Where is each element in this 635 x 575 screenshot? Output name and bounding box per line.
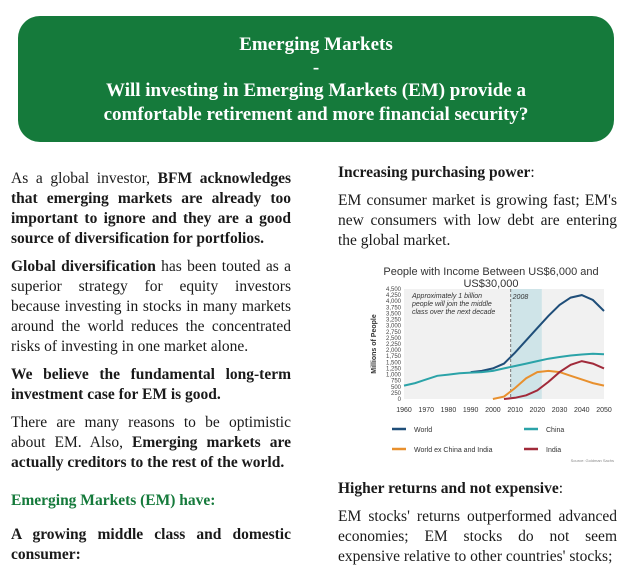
- income-chart: People with Income Between US$6,000 and …: [364, 262, 618, 466]
- legend-label: World ex China and India: [414, 447, 493, 454]
- higher-returns-bold: Higher returns and not expensive: [338, 480, 559, 497]
- y-tick-label: 3,500: [386, 311, 402, 317]
- optimism-text: There are many reasons to be optimistic …: [11, 414, 291, 451]
- y-tick-label: 3,250: [386, 318, 402, 324]
- y-axis-label: Millions of People: [371, 314, 378, 374]
- y-tick-label: 4,250: [386, 293, 402, 299]
- belief-bold-text: We believe the fundamental long-term inv…: [11, 366, 291, 403]
- series-line-india: [503, 360, 605, 400]
- intro-bold-text: BFM acknowledges that emerging markets a…: [11, 170, 292, 247]
- x-tick-label: 1990: [463, 407, 479, 414]
- banner-question-line2: comfortable retirement and more financia…: [103, 104, 529, 125]
- intro-paragraph: As a global investor, BFM acknowledges t…: [11, 169, 291, 249]
- higher-returns-heading: Higher returns and not expensive:: [338, 479, 617, 499]
- y-tick-label: 0: [398, 397, 402, 403]
- marker-label: 2008: [512, 294, 529, 301]
- annotation-line: people will join the middle: [411, 301, 492, 308]
- y-tick-label: 4,500: [386, 287, 402, 293]
- legend-label: World: [414, 427, 432, 434]
- chart-source: Source: Goldman Sachs: [571, 458, 614, 463]
- x-tick-label: 1980: [441, 407, 457, 414]
- x-tick-label: 2020: [530, 407, 546, 414]
- x-tick-label: 1960: [396, 407, 412, 414]
- purchasing-power-bold: Increasing purchasing power: [338, 164, 531, 181]
- y-tick-label: 2,000: [386, 348, 402, 354]
- purchasing-power-heading: Increasing purchasing power:: [338, 163, 617, 183]
- middle-class-item: A growing middle class and domestic cons…: [11, 525, 291, 565]
- series-line-world: [470, 294, 605, 374]
- y-tick-label: 2,250: [386, 342, 402, 348]
- legend-label: India: [546, 447, 561, 454]
- right-column: Increasing purchasing power: EM consumer…: [338, 163, 617, 259]
- x-tick-label: 2040: [574, 407, 590, 414]
- y-tick-label: 3,750: [386, 305, 402, 311]
- purchasing-power-paragraph: EM consumer market is growing fast; EM's…: [338, 192, 617, 249]
- chart-title: People with Income Between US$6,000 and …: [383, 266, 599, 290]
- x-tick-label: 2030: [552, 407, 568, 414]
- banner-dash: -: [312, 57, 320, 78]
- optimism-paragraph: There are many reasons to be optimistic …: [11, 413, 291, 473]
- x-tick-label: 1970: [418, 407, 434, 414]
- em-have-heading: Emerging Markets (EM) have:: [11, 492, 216, 509]
- higher-returns-paragraph: EM stocks' returns outperformed advanced…: [338, 508, 617, 565]
- x-tick-label: 2050: [596, 407, 612, 414]
- y-tick-label: 2,750: [386, 330, 402, 336]
- higher-returns-colon: :: [558, 480, 564, 497]
- y-tick-label: 1,000: [386, 373, 402, 379]
- right-column-lower: Higher returns and not expensive: EM sto…: [338, 479, 617, 575]
- series-line-world-ex-china-and-india: [492, 369, 605, 400]
- y-tick-label: 2,500: [386, 336, 402, 342]
- x-tick-label: 2000: [485, 407, 501, 414]
- y-tick-label: 250: [391, 391, 402, 397]
- middle-class-bold-text: A growing middle class and domestic cons…: [11, 526, 291, 563]
- left-column: As a global investor, BFM acknowledges t…: [11, 169, 291, 573]
- y-tick-label: 1,500: [386, 360, 402, 366]
- optimism-bold-text: Emerging markets are actually creditors …: [11, 434, 291, 471]
- diversification-text: has been touted as a superior strategy f…: [11, 258, 291, 355]
- x-tick-label: 2010: [507, 407, 523, 414]
- y-tick-label: 1,750: [386, 354, 402, 360]
- banner-question-line1: Will investing in Emerging Markets (EM) …: [106, 80, 526, 101]
- plot-area: [404, 289, 604, 399]
- title-banner: Emerging Markets - Will investing in Eme…: [18, 16, 614, 142]
- legend-label: China: [546, 427, 564, 434]
- diversification-paragraph: Global diversification has been touted a…: [11, 257, 291, 357]
- diversification-bold-text: Global diversification: [11, 258, 156, 275]
- y-tick-label: 3,000: [386, 324, 402, 330]
- y-tick-label: 500: [391, 385, 402, 391]
- banner-title: Emerging Markets: [239, 34, 393, 55]
- y-tick-label: 4,000: [386, 299, 402, 305]
- annotation-line: class over the next decade: [412, 309, 495, 316]
- purchasing-power-colon: :: [530, 164, 535, 181]
- y-tick-label: 750: [391, 379, 402, 385]
- forecast-band: [510, 289, 542, 399]
- annotation-line: Approximately 1 billion: [411, 293, 482, 300]
- y-tick-label: 1,250: [386, 366, 402, 372]
- chart-svg: 200802505007501,0001,2501,5001,7502,0002…: [371, 287, 614, 463]
- series-line-china: [403, 352, 605, 387]
- belief-paragraph: We believe the fundamental long-term inv…: [11, 365, 291, 405]
- intro-text: As a global investor,: [11, 170, 158, 187]
